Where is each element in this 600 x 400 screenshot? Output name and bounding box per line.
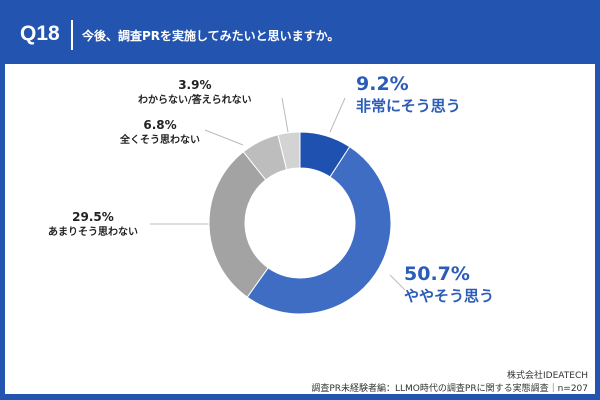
source-note: 調査PR未経験者編：LLMO時代の調査PRに関する実態調査｜n=207: [311, 384, 588, 394]
donut-slice-2: [208, 151, 269, 298]
chart-card: [5, 64, 595, 394]
leader-line: [329, 97, 346, 133]
label-very-much: 9.2% 非常にそう思う: [356, 73, 461, 115]
leader-line: [389, 274, 406, 291]
company-name: 株式会社IDEATECH: [507, 371, 588, 381]
question-number: Q18: [20, 22, 60, 45]
leader-line: [204, 129, 244, 146]
label-somewhat: 50.7% ややそう思う: [404, 263, 495, 305]
label-unknown: 3.9% わからない/答えられない: [138, 78, 252, 106]
label-not-much: 29.5% あまりそう思わない: [48, 210, 138, 238]
page-title: 今後、調査PRを実施してみたいと思いますか。: [82, 29, 340, 43]
divider: [71, 20, 73, 50]
donut-slice-4: [277, 131, 301, 171]
label-not-at-all: 6.8% 全くそう思わない: [120, 118, 200, 146]
leader-line: [281, 97, 289, 133]
donut-slice-1: [246, 146, 392, 315]
